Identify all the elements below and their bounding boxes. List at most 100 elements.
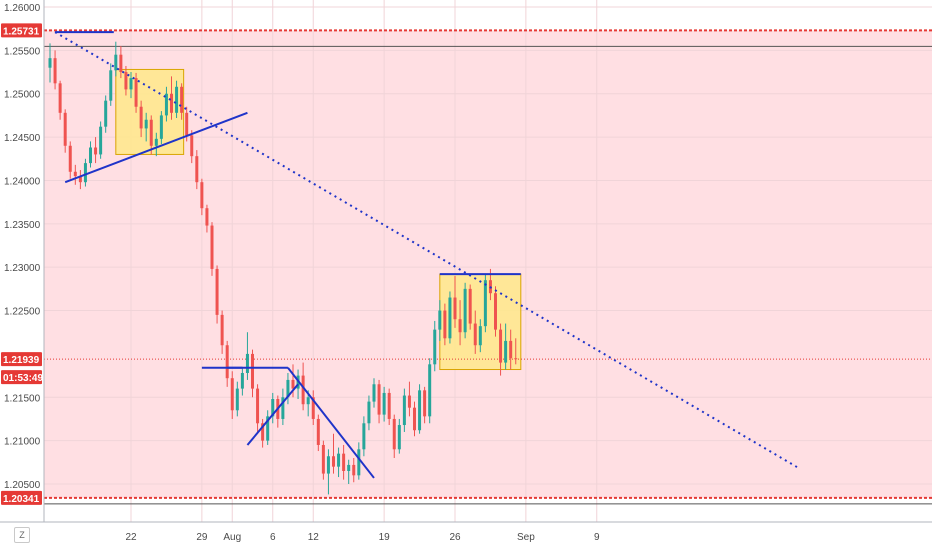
candle-body <box>99 126 103 155</box>
candle-body <box>438 310 442 330</box>
last-price-tag-bg <box>1 352 42 367</box>
candle-body <box>483 280 487 327</box>
candle-body <box>468 288 472 324</box>
candle-body <box>266 416 270 441</box>
candle-body <box>230 378 234 411</box>
candle-body <box>109 70 113 101</box>
candle-body <box>139 106 143 129</box>
candle-body <box>397 425 401 450</box>
x-tick-label: 22 <box>125 532 137 543</box>
candle-body <box>301 375 305 405</box>
x-tick-label: 12 <box>308 532 320 543</box>
candle-body <box>144 119 148 129</box>
candle-body <box>58 83 62 113</box>
candle-body <box>433 329 437 365</box>
candle-body <box>402 395 406 426</box>
candle-body <box>377 384 381 415</box>
candle-body <box>443 310 447 339</box>
lower-level-tag: 1.20341 <box>3 494 40 505</box>
y-tick-label: 1.25500 <box>4 46 41 57</box>
y-tick-label: 1.24000 <box>4 176 41 187</box>
candle-body <box>352 464 356 476</box>
trendline[interactable] <box>287 367 375 479</box>
candle-body <box>195 156 199 183</box>
candle-body <box>235 388 239 411</box>
candle-body <box>423 390 427 417</box>
x-tick-label: 19 <box>379 532 391 543</box>
price-axis-background <box>0 0 44 522</box>
candle-body <box>271 399 275 417</box>
candle-body <box>418 390 422 431</box>
candle-body <box>367 401 371 424</box>
y-tick-label: 1.22500 <box>4 307 41 318</box>
range-band <box>44 30 932 498</box>
candle-body <box>200 182 204 209</box>
candle-body <box>185 112 189 136</box>
candle-body <box>251 353 254 389</box>
candle-body <box>509 340 513 359</box>
candle-body <box>372 384 376 402</box>
candle-body <box>245 353 249 373</box>
candle-body <box>413 407 416 431</box>
candle-body <box>347 464 351 471</box>
candle-body <box>215 268 219 315</box>
candle-body <box>286 379 290 398</box>
y-tick-label: 1.21000 <box>4 437 41 448</box>
trendline[interactable] <box>246 383 299 446</box>
candle-body <box>134 78 138 107</box>
time-axis-background <box>0 522 932 550</box>
candle-body <box>256 388 260 424</box>
candle-body <box>114 54 118 71</box>
candle-body <box>499 329 503 363</box>
candle-body <box>205 208 209 226</box>
countdown-tag-bg <box>1 370 42 385</box>
candle-body <box>83 163 87 183</box>
candle-body <box>382 392 386 415</box>
candle-body <box>170 93 173 113</box>
candle-body <box>478 326 482 346</box>
candle-body <box>240 372 244 389</box>
candle-body <box>190 135 194 157</box>
x-tick-label: 6 <box>270 532 276 543</box>
y-tick-label: 1.23500 <box>4 220 41 231</box>
candle-body <box>392 418 396 450</box>
upper-level-tag-bg <box>1 23 42 38</box>
candle-body <box>68 145 72 172</box>
candle-body <box>53 58 57 84</box>
trendline[interactable] <box>64 111 248 184</box>
candle-body <box>458 319 462 333</box>
y-tick-label: 1.24500 <box>4 133 41 144</box>
candle-body <box>504 340 508 363</box>
y-tick-label: 1.25000 <box>4 90 41 101</box>
last-price-tag: 1.21939 <box>3 355 40 366</box>
candle-body <box>180 86 184 113</box>
candle-body <box>104 100 108 127</box>
candle-body <box>494 293 497 330</box>
candle-body <box>473 323 477 346</box>
candle-body <box>321 444 325 474</box>
candle-body <box>149 119 153 146</box>
candle-body <box>89 147 92 164</box>
x-tick-label: 29 <box>196 532 208 543</box>
x-tick-label: Aug <box>223 532 241 543</box>
candle-body <box>210 225 214 269</box>
candle-body <box>63 112 67 146</box>
candle-body <box>225 345 229 379</box>
candle-body <box>362 423 366 450</box>
candle-body <box>428 364 432 417</box>
candle-body <box>119 54 123 73</box>
x-tick-label: 26 <box>449 532 461 543</box>
candle-body <box>316 418 320 445</box>
candle-body <box>73 171 77 177</box>
candle-body <box>159 115 163 139</box>
x-tick-label: 9 <box>594 532 600 543</box>
candle-body <box>357 449 361 476</box>
axis-mode-button[interactable]: Z <box>14 527 30 543</box>
candle-body <box>332 456 335 467</box>
candle-body <box>326 456 330 474</box>
x-tick-label: Sep <box>517 532 535 543</box>
candle-body <box>124 72 128 90</box>
candle-body <box>175 86 179 113</box>
candle-body <box>281 397 285 419</box>
